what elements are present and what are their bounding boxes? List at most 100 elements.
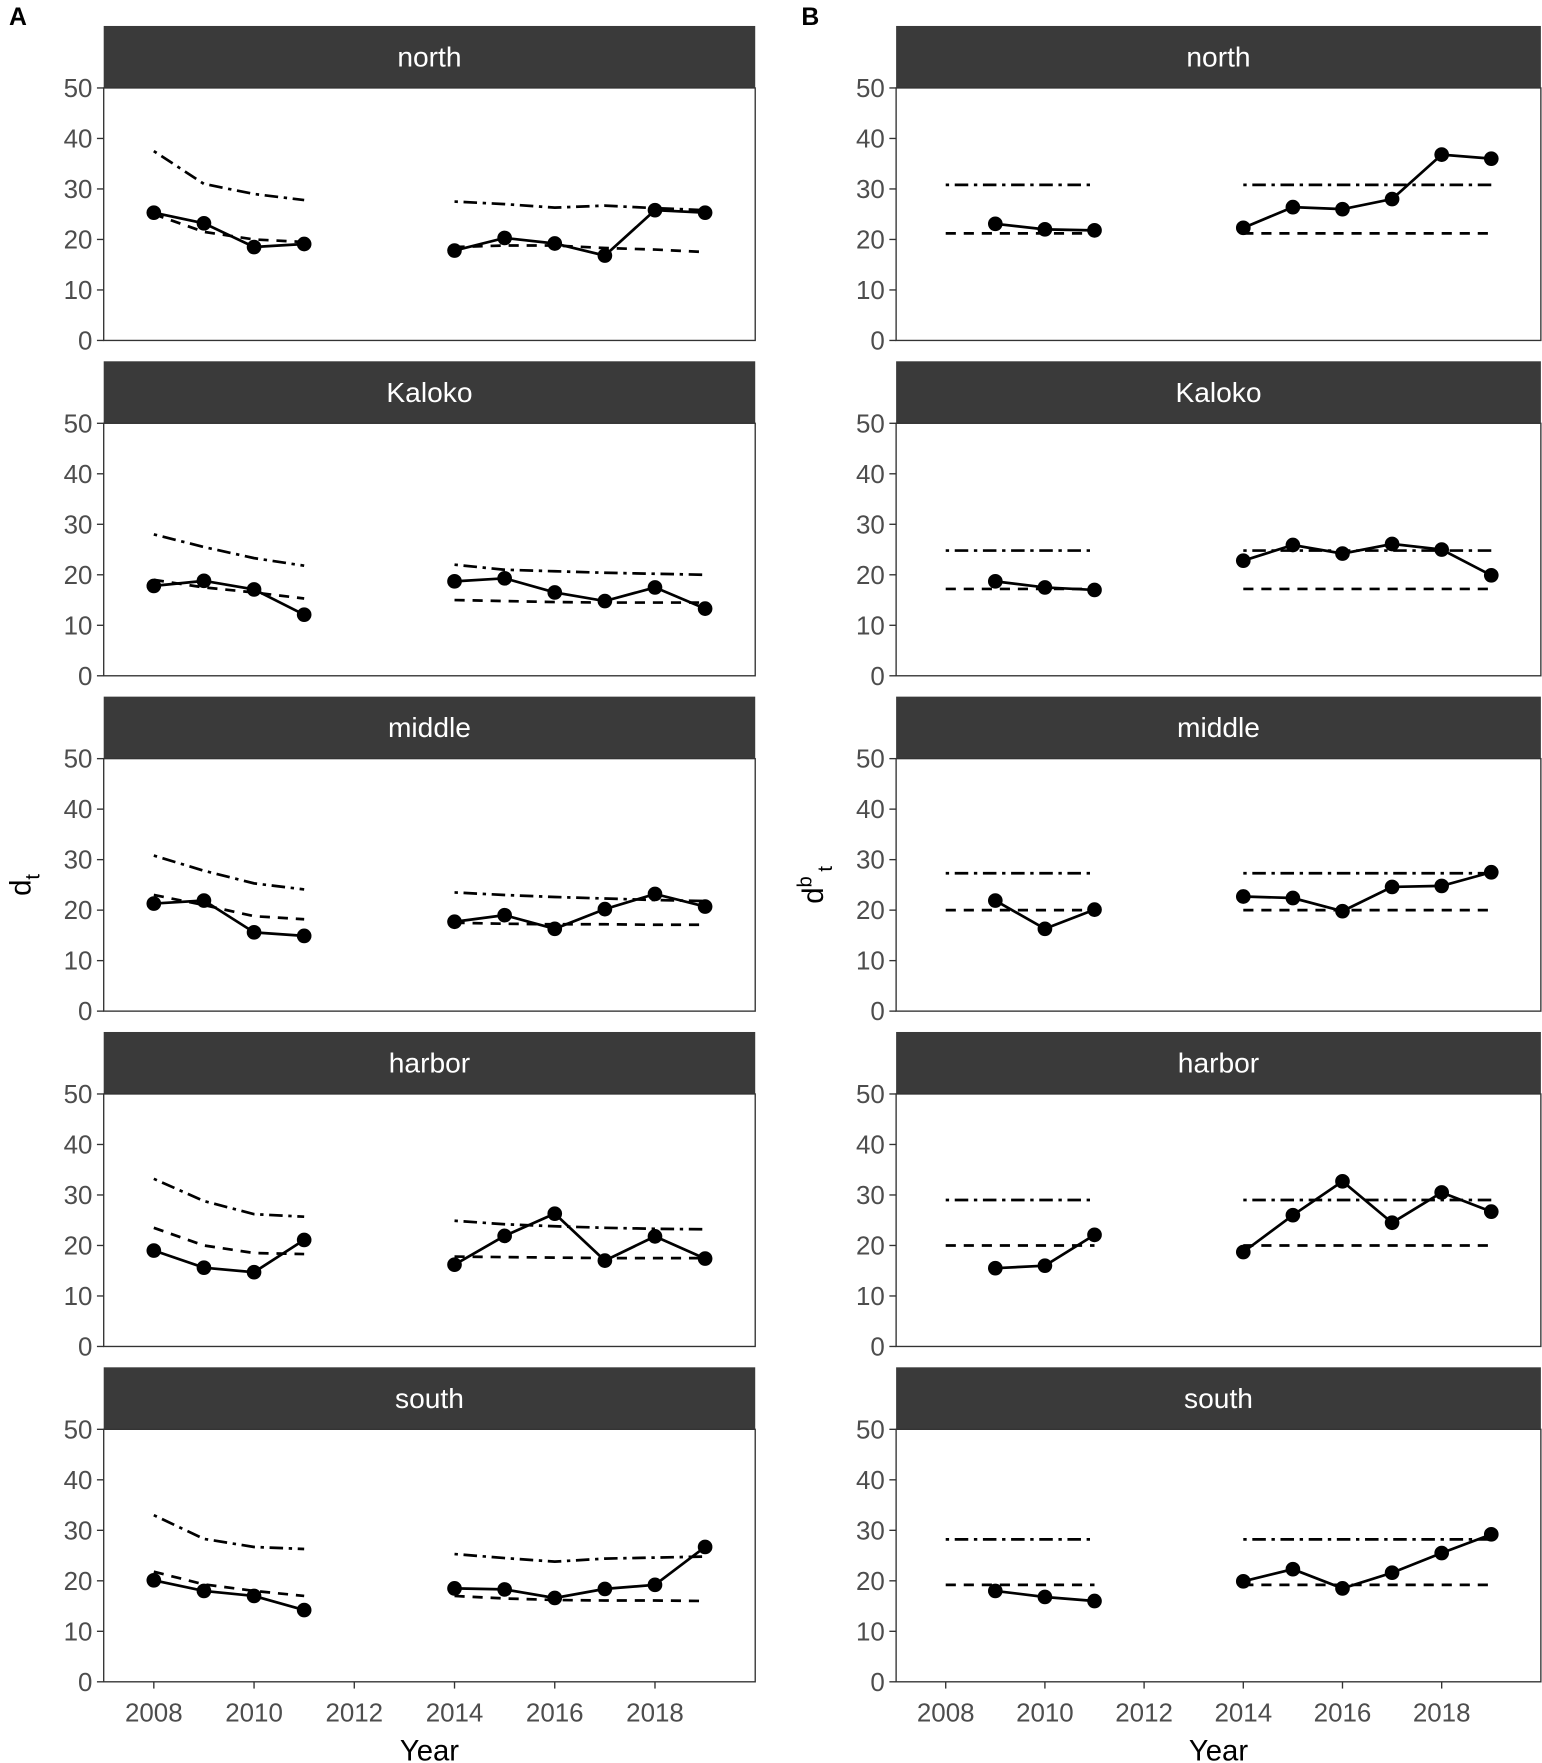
panel-border <box>895 422 1542 677</box>
facet-strip <box>896 696 1541 759</box>
data-point <box>1037 921 1053 937</box>
data-point <box>146 896 162 911</box>
panel-border <box>895 87 1542 342</box>
data-point <box>597 1581 613 1597</box>
facet-strip <box>103 361 756 424</box>
data-point <box>497 570 512 586</box>
data-point <box>1384 1215 1400 1231</box>
data-point <box>246 1588 262 1604</box>
data-point <box>1384 536 1400 552</box>
y-tick-label: 20 <box>64 1232 93 1260</box>
y-tick-label: 0 <box>78 663 92 691</box>
data-point <box>146 578 162 594</box>
data-point <box>987 893 1003 908</box>
data-point <box>1235 889 1251 904</box>
y-tick-label: 10 <box>856 1618 885 1646</box>
data-point <box>1434 1545 1450 1561</box>
data-point <box>1434 1185 1450 1200</box>
y-axis-label: dbt <box>795 866 837 904</box>
y-tick-label: 40 <box>856 796 885 824</box>
series-line <box>153 576 706 616</box>
y-tick-label: 30 <box>856 1517 885 1545</box>
y-tick-label: 30 <box>64 176 93 204</box>
y-tick-label: 0 <box>870 1669 884 1697</box>
panel-label: B <box>801 4 819 31</box>
data-point <box>547 585 563 600</box>
panel-border <box>103 1428 756 1683</box>
data-point <box>647 580 663 595</box>
facet-title: north <box>1186 41 1250 73</box>
data-point <box>1483 1527 1499 1542</box>
y-tick-label: 50 <box>64 746 93 774</box>
x-tick-label: 2018 <box>1413 1699 1471 1727</box>
data-point <box>987 1583 1003 1599</box>
data-point <box>296 607 312 623</box>
y-tick-label: 20 <box>64 897 93 925</box>
data-point <box>987 216 1003 232</box>
facet-strip <box>103 25 756 88</box>
x-tick-label: 2012 <box>325 1699 383 1727</box>
data-point <box>597 901 613 917</box>
y-tick-label: 50 <box>856 1081 885 1109</box>
data-point <box>1285 1561 1301 1577</box>
x-tick-label: 2014 <box>426 1699 484 1727</box>
y-label-sup: b <box>795 876 817 887</box>
y-tick-label: 0 <box>870 663 884 691</box>
series-line <box>995 1533 1492 1603</box>
facet-strip <box>103 696 756 759</box>
data-point <box>246 239 262 255</box>
x-tick-label: 2018 <box>626 1699 684 1727</box>
data-point <box>1335 201 1350 217</box>
data-point <box>296 1232 312 1248</box>
y-tick-label: 40 <box>64 461 93 489</box>
y-tick-label: 10 <box>856 1283 885 1311</box>
data-point <box>1087 1593 1102 1609</box>
facet-title: middle <box>1177 711 1260 743</box>
series-line <box>153 149 706 212</box>
data-point <box>1335 546 1350 561</box>
data-point <box>196 215 212 231</box>
y-tick-label: 20 <box>856 1232 885 1260</box>
y-tick-label: 10 <box>856 612 885 640</box>
data-point <box>1235 1573 1251 1589</box>
y-tick-label: 20 <box>64 1568 93 1596</box>
y-tick-label: 20 <box>64 226 93 254</box>
y-tick-label: 0 <box>78 998 92 1026</box>
data-point <box>1235 220 1251 236</box>
data-point <box>1483 1204 1499 1219</box>
panel-label: A <box>9 4 27 31</box>
data-point <box>1235 1244 1251 1260</box>
data-point <box>1037 1589 1053 1605</box>
data-point <box>1285 890 1301 906</box>
y-tick-label: 10 <box>64 1283 93 1311</box>
y-tick-label: 30 <box>64 1182 93 1210</box>
data-point <box>597 248 613 263</box>
facet-title: Kaloko <box>1175 376 1261 408</box>
data-point <box>597 1253 613 1268</box>
data-point <box>697 601 713 616</box>
y-label-sub: t <box>22 874 44 880</box>
data-point <box>246 1264 262 1280</box>
series-line <box>153 1513 706 1563</box>
y-tick-label: 10 <box>64 277 93 305</box>
y-label-base: d <box>4 880 37 896</box>
data-point <box>1235 553 1251 568</box>
data-point <box>1384 1565 1400 1581</box>
y-tick-label: 30 <box>856 176 885 204</box>
data-point <box>246 582 262 597</box>
series-line <box>153 1212 706 1274</box>
facet-strip <box>896 25 1541 88</box>
data-point <box>987 1260 1003 1276</box>
facet-strip <box>103 1367 756 1430</box>
panel-border <box>895 1093 1542 1348</box>
data-point <box>497 907 512 923</box>
x-tick-label: 2016 <box>526 1699 584 1727</box>
data-point <box>547 236 563 251</box>
data-point <box>1037 580 1053 595</box>
data-point <box>497 1228 512 1244</box>
data-point <box>647 1229 663 1244</box>
x-tick-label: 2008 <box>125 1699 183 1727</box>
data-point <box>447 574 462 589</box>
y-tick-label: 10 <box>856 948 885 976</box>
y-tick-label: 0 <box>870 1333 884 1361</box>
